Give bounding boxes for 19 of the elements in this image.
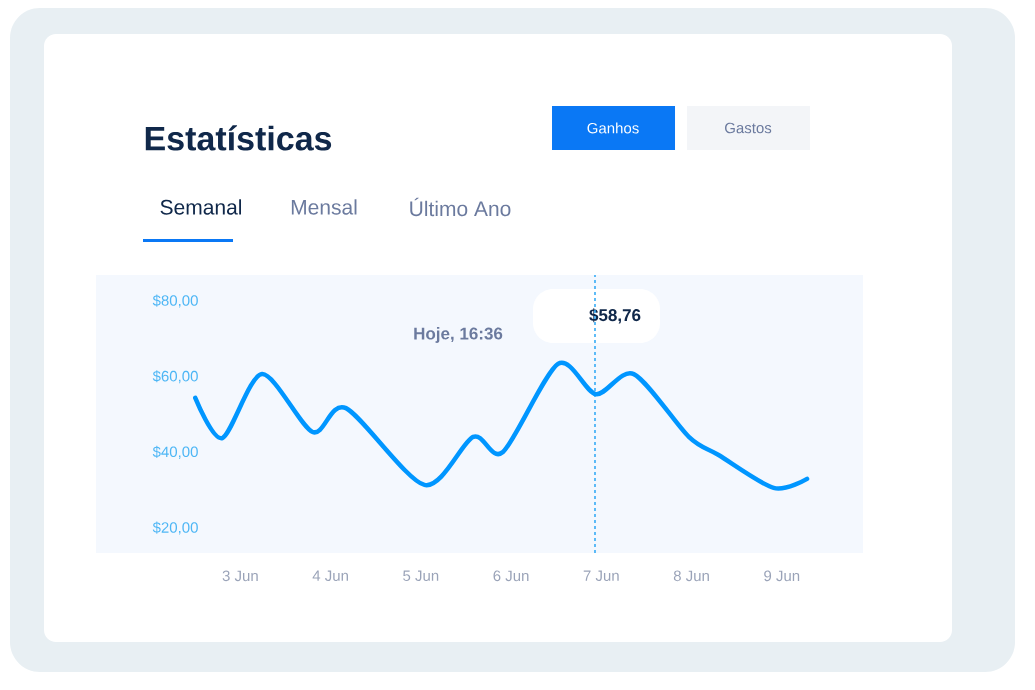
text: Mensal xyxy=(291,199,357,215)
text: Ganhos xyxy=(587,122,639,134)
y-tick-label: $80,00 xyxy=(152,294,198,308)
text: Gastos xyxy=(725,122,772,134)
annotation: $58,76 xyxy=(589,308,641,324)
x-tick-label: 5 Jun xyxy=(403,570,439,581)
x-tick-label: 6 Jun xyxy=(493,570,529,582)
annotation: Hoje, 16:36 xyxy=(414,327,503,343)
x-tick-label: 3 Jun xyxy=(222,570,258,582)
text: Último Ano xyxy=(410,197,511,217)
y-tick-label: $40,00 xyxy=(152,445,198,459)
x-tick-label: 7 Jun xyxy=(583,570,619,581)
x-tick-label: 8 Jun xyxy=(673,570,709,582)
text: Semanal xyxy=(160,199,242,215)
y-tick-label: $20,00 xyxy=(152,521,198,535)
chart-title: Estatísticas xyxy=(145,125,332,151)
x-tick-label: 4 Jun xyxy=(312,570,348,581)
y-tick-label: $60,00 xyxy=(152,370,198,384)
x-tick-label: 9 Jun xyxy=(764,570,800,582)
